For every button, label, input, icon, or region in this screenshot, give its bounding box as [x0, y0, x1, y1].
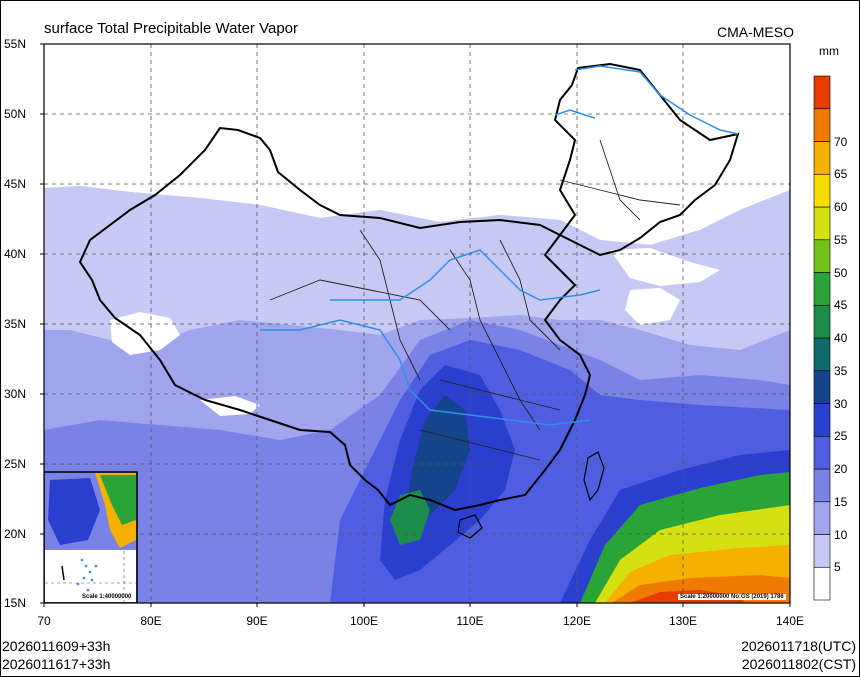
colorbar-swatch [813, 435, 831, 470]
lon-label: 100E [349, 614, 379, 628]
colorbar [813, 75, 831, 601]
axis-ticks [40, 43, 791, 607]
lat-label: 50N [4, 107, 27, 121]
lon-label: 80E [140, 614, 162, 628]
field-east-white [610, 248, 720, 286]
colorbar-swatch [813, 468, 831, 503]
field-tibet-patch [110, 312, 180, 355]
lat-label: 55N [4, 37, 27, 51]
colorbar-tick-label: 40 [834, 331, 848, 345]
china-border [78, 62, 740, 512]
colorbar-swatch [813, 75, 831, 110]
hainan-island [457, 514, 483, 539]
colorbar-unit: mm [819, 44, 839, 58]
colorbar-tick-label: 70 [834, 134, 848, 149]
colorbar-tick-label: 65 [834, 167, 848, 182]
colorbar-tick-label: 35 [834, 363, 848, 378]
colorbar-tick-label: 10 [834, 527, 848, 542]
colorbar-tick-label: 30 [834, 396, 848, 411]
colorbar-swatch [813, 304, 831, 339]
colorbar-tick-label: 55 [834, 232, 848, 247]
lon-label: 120E [562, 614, 592, 628]
lon-label: 140E [775, 614, 805, 628]
lat-label: 20N [4, 527, 27, 541]
field-teal-core [405, 395, 470, 520]
colorbar-swatch [813, 272, 831, 306]
init-time-utc: 2026011609+33h [2, 638, 111, 654]
rivers [260, 65, 739, 426]
lat-label: 45N [4, 177, 27, 191]
graticule [44, 44, 790, 603]
lat-label: 15N [4, 596, 27, 610]
field-lavender-band [44, 186, 790, 350]
valid-time-utc: 2026011718(UTC) [741, 638, 856, 654]
field-green-core [390, 490, 430, 545]
colorbar-swatch [813, 239, 831, 273]
lon-label: 90E [246, 614, 268, 628]
colorbar-swatch [813, 534, 831, 568]
colorbar-swatch [813, 370, 831, 404]
lat-label: 30N [4, 387, 27, 401]
colorbar-tick-label: 25 [834, 429, 848, 444]
main-scale-note: Scale 1:20000000 No:GS (2019) 1786 [678, 594, 786, 600]
colorbar-swatch [813, 403, 831, 437]
field-japan-patch [625, 288, 680, 325]
colorbar-swatch [813, 108, 831, 142]
colorbar-swatch [813, 206, 831, 241]
valid-time-cst: 2026011802(CST) [741, 656, 856, 672]
colorbar-swatch [813, 141, 831, 175]
map-title: surface Total Precipitable Water Vapor [44, 20, 299, 37]
colorbar-swatch [813, 337, 831, 372]
colorbar-tick-label: 45 [834, 298, 848, 313]
lat-label: 25N [4, 457, 27, 471]
colorbar-tick-label: 60 [834, 200, 848, 214]
colorbar-tick-label: 20 [834, 462, 848, 476]
south-china-sea-inset [44, 471, 138, 603]
colorbar-tick-label: 50 [834, 265, 848, 280]
colorbar-tick-label: 5 [834, 560, 841, 575]
colorbar-swatch [813, 173, 831, 208]
lat-label: 40N [4, 247, 27, 261]
lon-label: 110E [456, 614, 484, 628]
colorbar-swatch [813, 566, 831, 601]
inset-scale-note: Scale 1:40000000 [80, 594, 134, 600]
lon-label: 70 [37, 614, 51, 628]
taiwan-island [583, 451, 605, 502]
field-dry-north [44, 44, 790, 245]
lat-label: 35N [4, 317, 27, 331]
lon-label: 130E [668, 614, 698, 628]
model-name: CMA-MESO [717, 24, 794, 40]
init-time-cst: 2026011617+33h [2, 656, 111, 672]
colorbar-swatch [813, 501, 831, 535]
colorbar-tick-label: 15 [834, 494, 848, 509]
